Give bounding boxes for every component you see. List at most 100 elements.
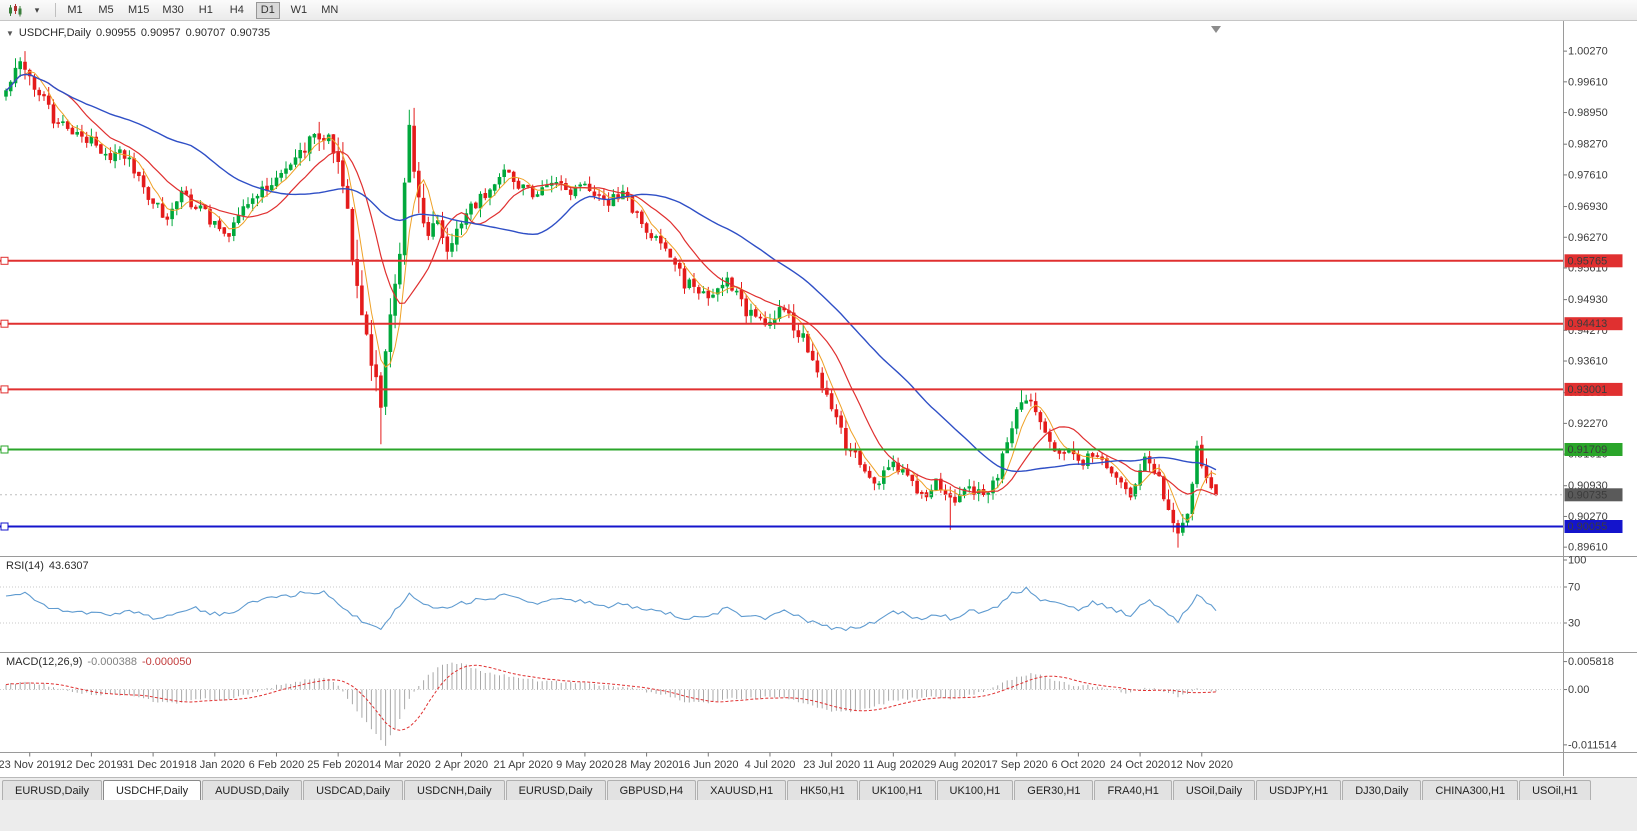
timeframe-button-h4[interactable]: H4 — [229, 4, 244, 16]
macd-signal-value: -0.000050 — [141, 656, 192, 668]
time-axis-label: 18 Jan 2020 — [185, 759, 246, 771]
time-axis-label: 24 Oct 2020 — [1110, 759, 1170, 771]
price-badge: 0.90055 — [1568, 521, 1608, 533]
macd-name: MACD(12,26,9) — [6, 656, 83, 668]
price-axis-label: 0.96270 — [1568, 232, 1608, 244]
chart-type-dropdown-button[interactable]: ▾ — [26, 2, 48, 19]
price-axis-label: 0.98950 — [1568, 107, 1608, 119]
time-axis-label: 12 Dec 2019 — [60, 759, 122, 771]
chart-tab-gbpusd-h4[interactable]: GBPUSD,H4 — [606, 780, 697, 800]
price-badges: 0.95765 0.94413 0.93001 0.91709 0.90055 0.907… — [1564, 254, 1623, 533]
quote-low: 0.90707 — [185, 27, 226, 39]
hline-left-marker[interactable] — [0, 319, 9, 328]
time-axis-label: 11 Aug 2020 — [863, 759, 924, 771]
time-axis-label: 23 Nov 2019 — [0, 759, 61, 771]
time-axis-label: 16 Jun 2020 — [678, 759, 739, 771]
pane-separators[interactable] — [0, 21, 1637, 776]
price-badge: 0.91709 — [1568, 444, 1608, 456]
macd-value: -0.000388 — [87, 656, 137, 668]
chart-tab-usdcnh-daily[interactable]: USDCNH,Daily — [404, 780, 505, 800]
time-axis-label: 12 Nov 2020 — [1171, 759, 1233, 771]
price-badge: 0.94413 — [1568, 318, 1608, 330]
time-axis-label: 17 Sep 2020 — [986, 759, 1048, 771]
time-axis-label: 6 Feb 2020 — [249, 759, 305, 771]
price-axis-label: 0.96930 — [1568, 201, 1608, 213]
chart-tab-uk100-h1[interactable]: UK100,H1 — [858, 780, 936, 800]
timeframe-button-mn[interactable]: MN — [321, 4, 339, 16]
chart-tab-eurusd-daily[interactable]: EURUSD,Daily — [505, 780, 606, 800]
toolbar-separator — [55, 3, 56, 17]
horizontal-lines-layer[interactable] — [0, 256, 1564, 531]
price-badge: 0.93001 — [1568, 384, 1608, 396]
chart-tab-usoil-daily[interactable]: USOil,Daily — [1172, 780, 1256, 800]
quote-collapse-icon[interactable]: ▼ — [6, 28, 14, 38]
chart-tab-usoil-h1[interactable]: USOil,H1 — [1519, 780, 1591, 800]
hline-left-marker[interactable] — [0, 522, 9, 531]
time-axis[interactable]: 23 Nov 2019 12 Dec 2019 31 Dec 2019 18 Jan … — [0, 752, 1233, 772]
chart-tab-china300-h1[interactable]: CHINA300,H1 — [1422, 780, 1519, 800]
price-axis[interactable]: 1.00270 0.99610 0.98950 0.98270 0.97610 0.969… — [1563, 46, 1608, 554]
time-axis-label: 23 Jul 2020 — [803, 759, 860, 771]
chart-tab-ger30-h1[interactable]: GER30,H1 — [1014, 780, 1094, 800]
timeframe-button-m30[interactable]: M30 — [162, 4, 184, 16]
rsi-name: RSI(14) — [6, 560, 44, 572]
timeframe-button-h1[interactable]: H1 — [198, 4, 213, 16]
price-axis-label: 0.90270 — [1568, 511, 1608, 523]
time-axis-label: 31 Dec 2019 — [122, 759, 184, 771]
chart-area[interactable]: 1.00270 0.99610 0.98950 0.98270 0.97610 0.969… — [0, 21, 1637, 777]
chart-tab-bar: EURUSD,Daily USDCHF,Daily AUDUSD,Daily USDC… — [0, 777, 1637, 831]
chart-tab-fra40-h1[interactable]: FRA40,H1 — [1094, 780, 1172, 800]
quote-close: 0.90735 — [230, 27, 271, 39]
price-axis-label: 1.00270 — [1568, 46, 1608, 58]
hline-left-marker[interactable] — [0, 385, 9, 394]
candlestick-chart-icon — [9, 3, 22, 16]
price-axis-label: 0.99610 — [1568, 76, 1608, 88]
moving-averages-layer — [5, 70, 1217, 522]
hline-left-marker[interactable] — [0, 445, 9, 454]
time-axis-label: 21 Apr 2020 — [494, 759, 553, 771]
time-axis-label: 28 May 2020 — [615, 759, 679, 771]
chart-tab-dj30-daily[interactable]: DJ30,Daily — [1342, 780, 1422, 800]
timeframe-button-d1[interactable]: D1 — [255, 1, 280, 19]
timeframe-button-m5[interactable]: M5 — [98, 4, 114, 16]
price-axis-label: 0.92270 — [1568, 418, 1608, 430]
chart-tab-usdchf-daily[interactable]: USDCHF,Daily — [102, 780, 202, 800]
time-axis-label: 25 Feb 2020 — [307, 759, 369, 771]
price-axis-label: 0.89610 — [1568, 542, 1608, 554]
chart-tab-usdjpy-h1[interactable]: USDJPY,H1 — [1256, 780, 1342, 800]
rsi-indicator-label: RSI(14) 43.6307 — [6, 560, 89, 572]
rsi-axis-label: 30 — [1568, 618, 1580, 630]
toolbar: ▾ M1 M5 M15 M30 H1 H4 D1 W1 MN — [0, 0, 1637, 21]
timeframe-button-m15[interactable]: M15 — [128, 4, 150, 16]
chart-tab-uk100-h1[interactable]: UK100,H1 — [936, 780, 1014, 800]
rsi-value: 43.6307 — [48, 560, 89, 572]
macd-indicator-label: MACD(12,26,9) -0.000388 -0.000050 — [6, 656, 192, 668]
price-axis-label: 0.93610 — [1568, 356, 1608, 368]
timeframe-button-m1[interactable]: M1 — [67, 4, 83, 16]
price-axis-label: 0.98270 — [1568, 139, 1608, 151]
time-axis-label: 6 Oct 2020 — [1051, 759, 1105, 771]
macd-axis-label: 0.00 — [1568, 684, 1589, 696]
chart-symbol-period: USDCHF,Daily — [18, 27, 92, 39]
chart-tab-xauusd-h1[interactable]: XAUUSD,H1 — [697, 780, 787, 800]
chart-tabs: EURUSD,Daily USDCHF,Daily AUDUSD,Daily USDC… — [2, 780, 1637, 800]
chart-tab-audusd-daily[interactable]: AUDUSD,Daily — [202, 780, 303, 800]
macd-pane-layer: 0.005818 0.00 -0.011514 — [0, 656, 1617, 751]
macd-axis-label: 0.005818 — [1568, 656, 1614, 668]
chart-tab-hk50-h1[interactable]: HK50,H1 — [787, 780, 858, 800]
chart-tab-usdcad-daily[interactable]: USDCAD,Daily — [303, 780, 404, 800]
macd-histogram — [5, 662, 1217, 746]
chart-type-button[interactable] — [4, 2, 26, 19]
hline-left-marker[interactable] — [0, 256, 9, 265]
timeframe-button-w1[interactable]: W1 — [290, 4, 308, 16]
time-axis-label: 4 Jul 2020 — [745, 759, 796, 771]
price-axis-label: 0.97610 — [1568, 169, 1608, 181]
price-badge: 0.90735 — [1568, 489, 1608, 501]
chart-tab-eurusd-daily[interactable]: EURUSD,Daily — [2, 780, 102, 800]
candles-layer — [4, 51, 1218, 548]
chart-shift-marker[interactable] — [1211, 26, 1221, 33]
rsi-axis-label: 70 — [1568, 582, 1580, 594]
rsi-axis-label: 100 — [1568, 555, 1586, 567]
quote-high: 0.90957 — [140, 27, 181, 39]
